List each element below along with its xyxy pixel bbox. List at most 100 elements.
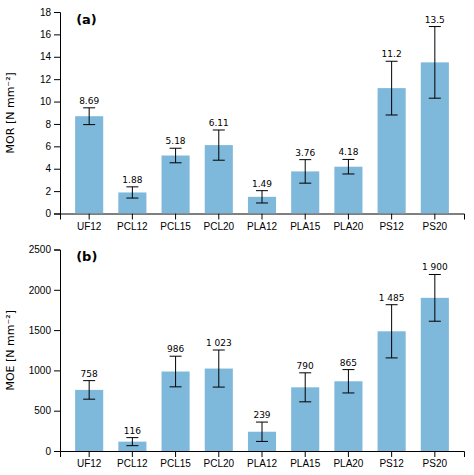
y-tick-mark — [54, 191, 60, 192]
y-axis-line — [54, 250, 61, 452]
data-label: 4.18 — [338, 147, 358, 157]
x-tick: PCL15 — [160, 451, 191, 469]
error-bar — [256, 422, 268, 441]
x-tick-label: UF12 — [77, 458, 102, 469]
x-tick-mark — [348, 214, 349, 220]
y-tick-label: 4 — [45, 163, 51, 174]
x-axis-line — [61, 214, 465, 220]
error-bar — [429, 274, 441, 321]
x-tick-mark — [262, 451, 263, 457]
x-tick: PS20 — [423, 451, 448, 469]
x-axis-line — [61, 452, 465, 458]
x-tick-label: PS20 — [423, 221, 448, 232]
error-bar — [299, 373, 311, 402]
y-tick-mark — [54, 451, 60, 452]
data-label: 1.49 — [252, 179, 272, 189]
x-tick-mark — [262, 214, 263, 220]
data-label: 11.2 — [382, 49, 402, 59]
y-tick: 1000 — [29, 365, 60, 376]
panel: 05001000150020002500UF12PCL12PCL15PCL20P… — [4, 244, 465, 469]
plot-area — [75, 274, 449, 451]
bar — [162, 156, 190, 214]
y-tick-mark — [54, 169, 60, 170]
x-tick-mark — [89, 451, 90, 457]
y-tick-mark — [54, 411, 60, 412]
x-tick-mark — [218, 451, 219, 457]
data-label: 1 900 — [422, 262, 448, 272]
error-bar — [213, 130, 225, 160]
x-tick-label: UF12 — [77, 221, 102, 232]
data-label: 1 023 — [206, 338, 232, 348]
x-tick-mark — [434, 451, 435, 457]
y-tick-label: 500 — [34, 405, 51, 416]
y-axis-line — [54, 13, 61, 215]
x-tick-label: PLA20 — [333, 221, 363, 232]
y-tick-label: 14 — [40, 51, 52, 62]
y-tick: 10 — [40, 96, 60, 107]
x-tick-mark — [391, 214, 392, 220]
data-label: 13.5 — [425, 15, 445, 25]
x-tick-mark — [132, 214, 133, 220]
x-tick-mark — [348, 451, 349, 457]
y-tick-label: 18 — [40, 7, 52, 18]
x-tick-label: PLA15 — [290, 458, 320, 469]
x-tick: PLA12 — [247, 451, 277, 469]
y-tick-mark — [54, 146, 60, 147]
data-label: 239 — [253, 410, 270, 420]
data-label: 5.18 — [166, 136, 186, 146]
x-tick: UF12 — [77, 451, 102, 469]
error-bar — [429, 27, 441, 99]
y-tick-label: 12 — [40, 74, 52, 85]
x-tick-label: PCL15 — [160, 221, 191, 232]
data-label: 758 — [81, 369, 98, 379]
x-tick-label: PCL12 — [117, 458, 148, 469]
y-tick-mark — [54, 79, 60, 80]
x-tick: PS12 — [379, 451, 404, 469]
error-bar — [83, 381, 95, 400]
data-label: 1.88 — [122, 175, 142, 185]
x-tick: PLA15 — [290, 214, 320, 232]
x-tick-mark — [175, 451, 176, 457]
y-tick-mark — [54, 57, 60, 58]
data-label: 116 — [124, 426, 141, 436]
y-tick-label: 2000 — [29, 285, 52, 296]
error-bar — [342, 370, 354, 393]
error-bar — [386, 305, 398, 358]
error-bar — [170, 148, 182, 163]
x-tick-mark — [175, 214, 176, 220]
data-labels: 7581169861 0232397908651 4851 900 — [81, 262, 448, 435]
y-tick-label: 16 — [40, 29, 52, 40]
error-bar — [126, 438, 138, 446]
y-tick-label: 8 — [45, 119, 51, 130]
x-tick: PLA15 — [290, 451, 320, 469]
x-tick: PLA12 — [247, 214, 277, 232]
x-tick-label: PLA15 — [290, 221, 320, 232]
error-bar — [386, 61, 398, 115]
error-bar — [213, 350, 225, 387]
data-label: 865 — [340, 358, 357, 368]
y-tick: 16 — [40, 29, 60, 40]
x-tick: PCL20 — [204, 214, 235, 232]
y-tick-mark — [54, 370, 60, 371]
data-label: 986 — [167, 344, 184, 354]
y-tick-label: 10 — [40, 96, 52, 107]
x-tick-mark — [305, 214, 306, 220]
x-tick-label: PS12 — [379, 458, 404, 469]
y-tick-mark — [54, 34, 60, 35]
x-tick: PCL12 — [117, 214, 148, 232]
error-bar — [126, 187, 138, 198]
y-tick-label: 6 — [45, 141, 51, 152]
error-bar — [342, 159, 354, 174]
chart: 024681012141618UF12PCL12PCL15PCL20PLA12P… — [0, 0, 474, 475]
x-tick: PLA20 — [333, 214, 363, 232]
data-label: 8.69 — [79, 96, 99, 106]
x-tick-label: PS20 — [423, 458, 448, 469]
x-tick-mark — [218, 214, 219, 220]
y-tick: 18 — [40, 7, 60, 18]
bar — [75, 116, 103, 213]
data-label: 6.11 — [209, 118, 229, 128]
y-tick: 2000 — [29, 285, 60, 296]
y-tick: 6 — [45, 141, 60, 152]
y-tick-label: 2 — [45, 186, 51, 197]
x-tick: UF12 — [77, 214, 102, 232]
